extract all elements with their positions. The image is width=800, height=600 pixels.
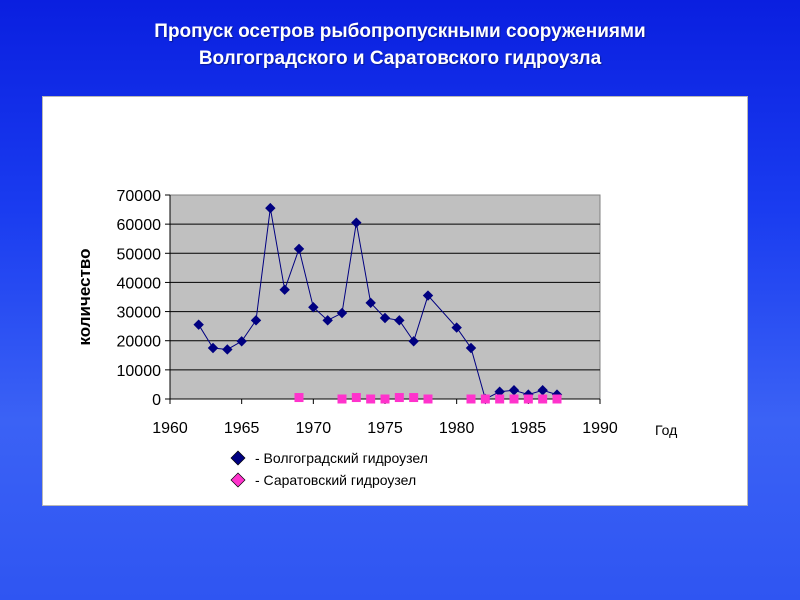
y-tick-label: 60000 <box>117 217 162 234</box>
data-point-diamond <box>351 217 362 228</box>
data-point-square <box>423 394 433 404</box>
data-point-diamond <box>250 315 262 326</box>
y-tick-label: 40000 <box>117 275 162 292</box>
legend-marker-2 <box>230 472 246 488</box>
data-point-square <box>538 394 548 404</box>
chart-panel: 0 10000 20000 30000 40000 50000 60000 70000 1960… <box>42 96 748 506</box>
data-point-diamond <box>293 243 305 255</box>
data-point-diamond <box>422 290 434 301</box>
data-point-diamond <box>236 336 247 347</box>
data-point-diamond <box>279 284 290 295</box>
slide-title: Пропуск осетров рыбопропускными сооружен… <box>0 18 800 72</box>
y-tick-label: 0 <box>152 392 161 409</box>
data-point-diamond <box>336 307 348 319</box>
data-point-square <box>495 394 505 404</box>
data-point-diamond <box>379 312 391 324</box>
x-tick-label: 1985 <box>511 420 547 437</box>
y-tick-label: 70000 <box>117 188 162 205</box>
data-point-square <box>394 393 404 403</box>
data-point-diamond <box>222 344 233 355</box>
slide-title-line-2: Волгоградского и Саратовского гидроузла <box>198 48 602 69</box>
data-point-square <box>409 393 419 403</box>
y-tick-label: 10000 <box>117 363 162 380</box>
data-point-diamond <box>193 319 204 330</box>
x-tick-label: 1960 <box>152 420 188 437</box>
data-point-diamond <box>308 301 319 313</box>
data-point-diamond <box>394 315 405 326</box>
data-point-diamond <box>451 322 462 333</box>
x-tick-label: 1975 <box>367 420 403 437</box>
chart-svg: 0 10000 20000 30000 40000 50000 60000 70000 1960… <box>75 188 677 488</box>
data-point-diamond <box>322 315 333 326</box>
data-point-square <box>552 394 562 404</box>
plot-area <box>169 194 601 400</box>
y-tick-label: 50000 <box>117 246 162 263</box>
data-point-square <box>523 394 533 404</box>
data-point-square <box>337 394 347 404</box>
data-point-square <box>466 394 476 404</box>
slide-title-line-1: Пропуск осетров рыбопропускными сооружен… <box>154 21 646 42</box>
data-point-diamond <box>465 342 477 354</box>
y-tick-label: 20000 <box>117 334 162 351</box>
y-tick-label: 30000 <box>117 305 162 322</box>
data-point-square <box>480 394 490 404</box>
y-axis-title: количество <box>75 249 94 346</box>
data-point-diamond <box>408 336 419 347</box>
data-point-square <box>366 394 376 404</box>
data-point-square <box>509 394 519 404</box>
legend-marker-1 <box>230 450 246 466</box>
data-point-square <box>380 394 390 404</box>
x-tick-label: 1970 <box>296 420 332 437</box>
x-axis-title: Год <box>655 422 677 438</box>
legend-label-2: - Саратовский гидроузел <box>255 472 416 488</box>
x-tick-label: 1980 <box>439 420 475 437</box>
data-point-diamond <box>365 297 376 309</box>
data-point-diamond <box>207 342 219 354</box>
data-point-diamond <box>265 202 276 214</box>
legend-label-1: - Волгоградский гидроузел <box>255 450 428 466</box>
data-point-square <box>351 393 361 403</box>
data-point-square <box>294 393 304 403</box>
x-tick-label: 1990 <box>582 420 618 437</box>
x-tick-label: 1965 <box>224 420 260 437</box>
